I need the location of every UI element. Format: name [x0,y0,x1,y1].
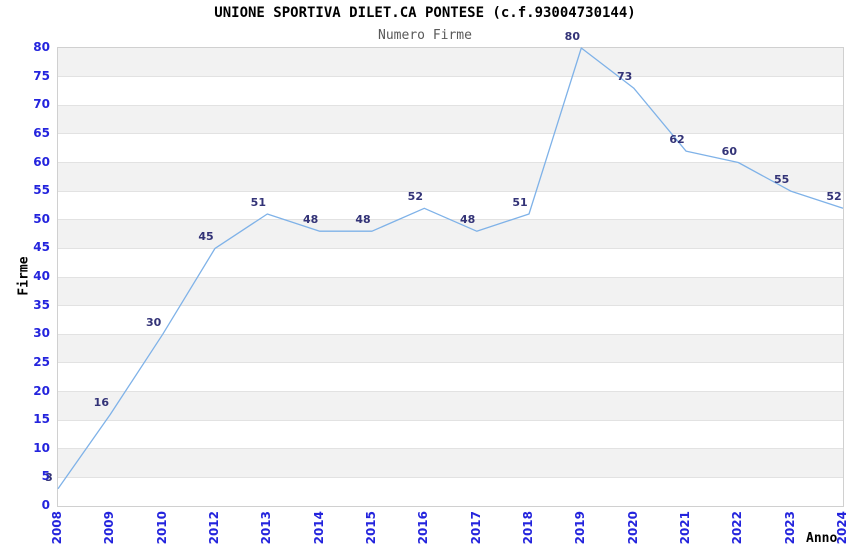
series-line [57,47,844,490]
grid-line [58,362,843,364]
x-tick-label: 2016 [416,511,431,545]
x-axis-title: Anno [806,531,838,546]
grid-line [58,391,843,392]
plot-band [58,48,843,77]
grid-line [58,333,843,335]
plot-area [57,47,844,507]
x-tick-label: 2017 [468,511,483,545]
data-label: 48 [460,213,476,227]
data-label: 60 [721,144,737,158]
y-tick-label: 35 [33,297,50,312]
grid-line [58,190,843,192]
y-tick-label: 30 [33,326,50,341]
y-tick-label: 80 [33,40,50,54]
data-label: 80 [564,30,580,43]
data-label: 55 [774,173,790,187]
grid-line [58,305,843,307]
y-tick-label: 10 [33,440,50,455]
y-tick-label: 25 [33,354,50,369]
x-tick-label: 2019 [573,511,588,545]
grid-line [58,162,843,163]
chart-title: UNIONE SPORTIVA DILET.CA PONTESE (c.f.93… [214,5,636,21]
data-label: 48 [355,213,371,227]
grid-line [58,133,843,135]
data-label: 3 [45,470,53,484]
data-label: 30 [146,316,162,330]
grid-line [58,276,843,278]
y-tick-label: 75 [33,68,50,83]
data-label: 51 [512,196,528,210]
y-tick-label: 50 [33,211,50,226]
series-line-path [57,47,844,490]
grid-line [58,76,843,78]
grid-line [58,419,843,421]
plot-band [58,219,843,249]
y-tick-label: 60 [33,154,50,169]
x-tick-label: 2009 [102,511,117,545]
y-tick-label: 70 [33,97,50,112]
data-label: 62 [669,133,685,147]
plot-band [58,162,843,192]
grid-line [58,476,843,478]
chart-subtitle: Numero Firme [378,28,472,43]
plot-band [58,334,843,363]
plot-band [58,105,843,134]
x-tick-label: 2008 [50,511,64,545]
data-label: 16 [93,396,109,410]
y-tick-label: 45 [33,240,50,255]
x-tick-label: 2018 [521,511,535,545]
x-tick-label: 2014 [311,511,326,545]
y-tick-label: 20 [33,383,50,398]
x-tick-label: 2012 [207,511,221,545]
data-label: 73 [617,70,633,84]
x-tick-label: 2013 [259,511,274,545]
x-tick-label: 2010 [154,511,169,545]
data-label: 48 [303,213,319,227]
x-tick-label: 2023 [782,511,797,545]
grid-line [58,247,843,249]
y-tick-label: 0 [41,498,50,512]
data-label: 52 [826,190,842,204]
x-tick-label: 2020 [625,511,640,545]
y-tick-label: 55 [33,183,50,198]
y-tick-label: 40 [33,269,50,283]
x-tick-label: 2022 [730,511,745,545]
x-tick-label: 2021 [678,511,692,545]
data-label: 51 [250,196,266,210]
plot-band [58,391,843,421]
x-tick-label: 2024 [835,511,849,545]
grid-line [58,104,843,106]
x-tick-label: 2015 [364,511,378,545]
data-label: 45 [198,230,214,244]
y-tick-label: 5 [41,469,50,484]
data-label: 52 [407,190,423,204]
y-tick-label: 65 [33,125,50,140]
y-tick-label: 15 [33,412,50,427]
grid-line [58,448,843,450]
plot-band [58,448,843,478]
